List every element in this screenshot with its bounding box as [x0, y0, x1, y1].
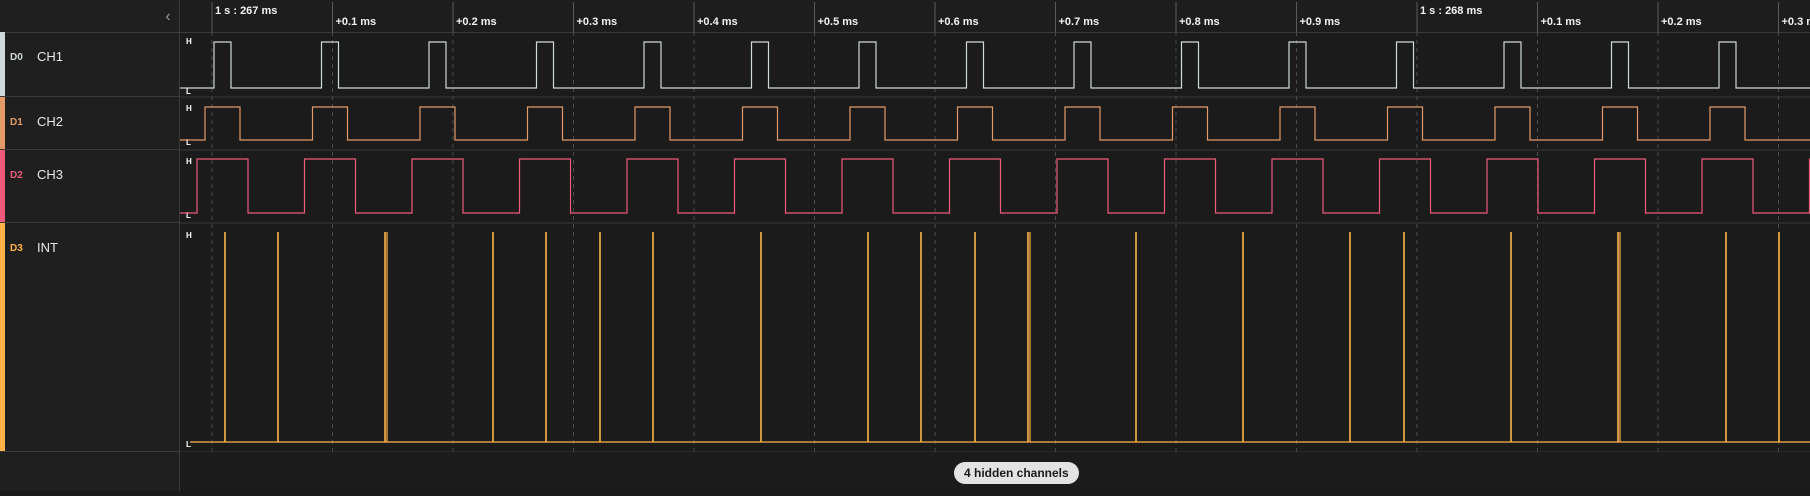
waveform-ch1[interactable] — [180, 42, 1810, 88]
ruler-label: +0.2 ms — [456, 16, 497, 28]
ruler-label: +0.8 ms — [1179, 16, 1220, 28]
ruler-label: +0.3 ms — [577, 16, 618, 28]
ruler-label: +0.5 ms — [818, 16, 859, 28]
level-low-label: L — [186, 138, 191, 147]
ruler-label: +0.3 ms — [1782, 16, 1810, 28]
ruler-label: +0.9 ms — [1300, 16, 1341, 28]
hidden-channels-button[interactable]: 4 hidden channels — [954, 462, 1079, 484]
level-low-label: L — [186, 211, 191, 220]
ruler-label: +0.2 ms — [1661, 16, 1702, 28]
ruler-label: +0.7 ms — [1059, 16, 1100, 28]
waveform-ch2[interactable] — [180, 107, 1810, 140]
level-low-label: L — [186, 440, 191, 449]
ruler-label: +0.1 ms — [1541, 16, 1582, 28]
level-high-label: H — [186, 157, 192, 166]
ruler-label: +0.1 ms — [336, 16, 377, 28]
waveform-ch3[interactable] — [180, 159, 1810, 213]
level-high-label: H — [186, 37, 192, 46]
ruler-label: +0.6 ms — [938, 16, 979, 28]
level-high-label: H — [186, 104, 192, 113]
ruler-label: 1 s : 268 ms — [1420, 5, 1482, 17]
ruler-label: +0.4 ms — [697, 16, 738, 28]
ruler-label: 1 s : 267 ms — [215, 5, 277, 17]
level-high-label: H — [186, 231, 192, 240]
